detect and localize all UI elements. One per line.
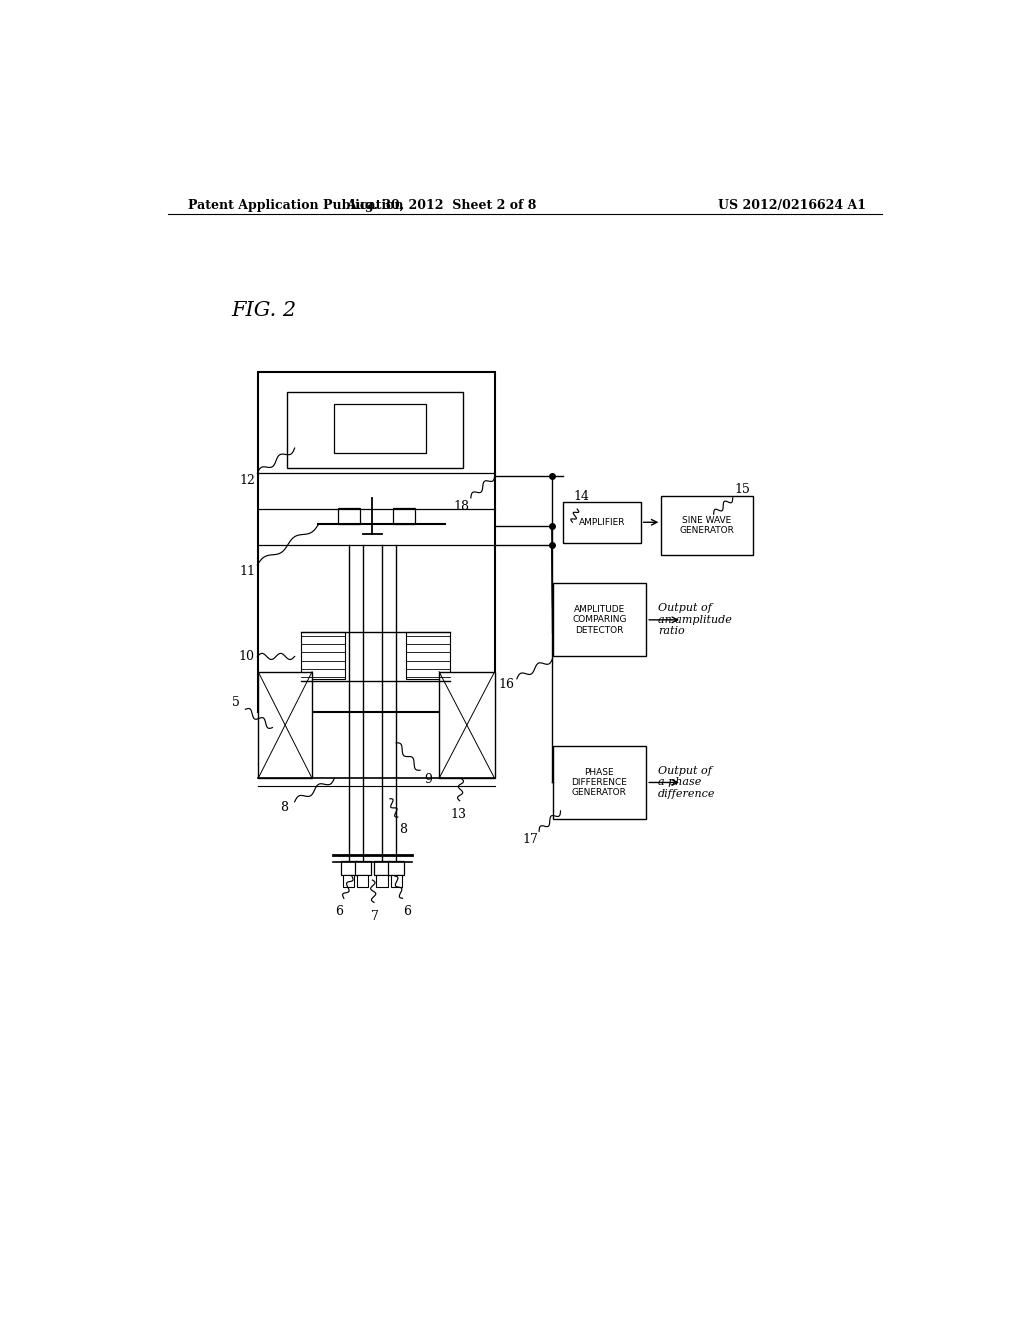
Bar	[563, 502, 641, 543]
Text: 8: 8	[281, 801, 289, 814]
Text: 6: 6	[403, 904, 412, 917]
Bar	[258, 372, 495, 713]
Bar	[357, 875, 369, 887]
Text: SINE WAVE
GENERATOR: SINE WAVE GENERATOR	[680, 516, 734, 535]
Text: 16: 16	[499, 678, 515, 692]
Text: PHASE
DIFFERENCE
GENERATOR: PHASE DIFFERENCE GENERATOR	[571, 767, 628, 797]
Bar	[377, 875, 387, 887]
Text: Aug. 30, 2012  Sheet 2 of 8: Aug. 30, 2012 Sheet 2 of 8	[346, 199, 537, 213]
Text: US 2012/0216624 A1: US 2012/0216624 A1	[718, 199, 866, 213]
Bar	[439, 672, 495, 779]
Text: 10: 10	[239, 649, 254, 663]
Bar	[391, 875, 401, 887]
Text: 14: 14	[573, 490, 590, 503]
Text: AMPLITUDE
COMPARING
DETECTOR: AMPLITUDE COMPARING DETECTOR	[572, 605, 627, 635]
Text: 12: 12	[240, 474, 255, 487]
Bar	[341, 861, 356, 875]
Bar	[553, 583, 646, 656]
Bar	[393, 508, 416, 524]
Bar	[662, 496, 753, 554]
Text: 7: 7	[371, 909, 379, 923]
Text: Output of
an amplitude
ratio: Output of an amplitude ratio	[658, 603, 732, 636]
Bar	[388, 861, 404, 875]
Bar	[287, 392, 463, 469]
Bar	[334, 404, 426, 453]
Text: Patent Application Publication: Patent Application Publication	[187, 199, 403, 213]
Text: 13: 13	[451, 808, 467, 821]
Text: AMPLIFIER: AMPLIFIER	[579, 517, 625, 527]
Text: 6: 6	[335, 904, 343, 917]
Bar	[338, 508, 359, 524]
Bar	[343, 875, 354, 887]
Text: Output of
a phase
difference: Output of a phase difference	[658, 766, 716, 799]
Text: 11: 11	[240, 565, 256, 578]
Bar	[374, 861, 390, 875]
Text: FIG. 2: FIG. 2	[231, 301, 296, 319]
Bar	[406, 632, 451, 678]
Bar	[301, 632, 345, 678]
Text: 18: 18	[454, 500, 470, 512]
Bar	[258, 672, 312, 779]
Text: 17: 17	[522, 833, 538, 846]
Bar	[553, 746, 646, 818]
Text: 15: 15	[734, 483, 750, 496]
Text: 9: 9	[424, 774, 432, 787]
Text: 8: 8	[399, 822, 408, 836]
Bar	[355, 861, 371, 875]
Text: 5: 5	[231, 696, 240, 709]
